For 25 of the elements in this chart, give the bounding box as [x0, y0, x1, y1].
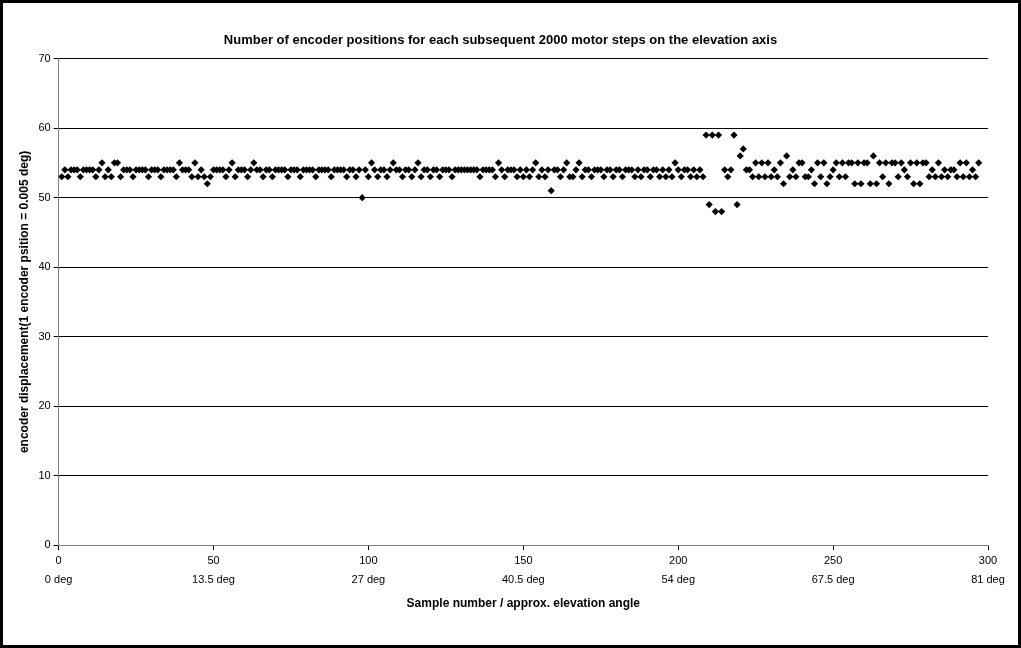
x-tick-label: 150	[514, 553, 533, 566]
y-tick-label: 10	[38, 468, 51, 481]
x-tick-label: 200	[669, 553, 688, 566]
x2-tick-label: 27 deg	[351, 573, 386, 586]
x-tick-label: 300	[978, 553, 998, 566]
x-tick-label: 100	[359, 553, 378, 566]
x2-tick-label: 13.5 deg	[192, 573, 235, 586]
x-tick-label: 250	[823, 553, 843, 566]
x-axis-title: Sample number / approx. elevation angle	[406, 596, 641, 611]
y-tick-label: 70	[38, 51, 51, 64]
y-tick-label: 20	[38, 399, 51, 412]
x-tick-label: 50	[207, 553, 220, 566]
x2-tick-label: 81 deg	[971, 573, 1005, 586]
y-tick-label: 50	[38, 190, 51, 203]
x2-tick-label: 0 deg	[44, 573, 73, 586]
x2-tick-label: 67.5 deg	[811, 573, 855, 586]
y-tick-label: 30	[38, 329, 51, 342]
chart-title: Number of encoder positions for each subsequent 2000 motor steps on the elevation axis	[223, 32, 778, 48]
x2-tick-label: 40.5 deg	[501, 573, 545, 586]
y-axis-title: encoder displacement(1 encoder psition = 0.005 deg)	[16, 150, 31, 454]
y-tick-label: 0	[44, 538, 51, 551]
x-tick-label: 0	[55, 553, 62, 566]
y-tick-label: 40	[38, 260, 51, 273]
x2-tick-label: 54 deg	[661, 573, 696, 586]
y-tick-label: 60	[38, 121, 51, 134]
